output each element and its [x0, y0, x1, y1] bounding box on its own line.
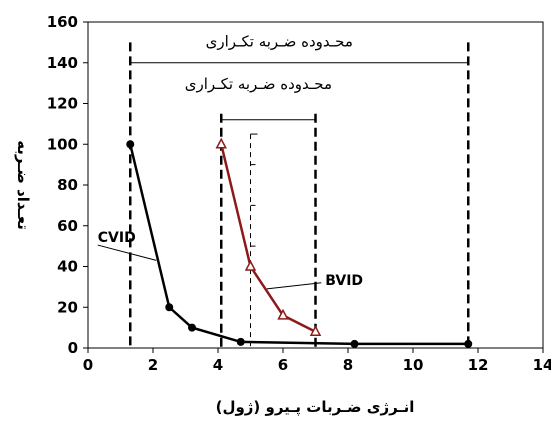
- series-line-bvid: [220, 143, 317, 333]
- y-tick-label-100: 100: [47, 135, 78, 153]
- series-label-bvid: BVID: [325, 273, 363, 289]
- cvid-callout-leader: [97, 244, 157, 261]
- series-line-cvid: [129, 143, 469, 346]
- bvid-point-0: [215, 137, 227, 149]
- x-tick-label-12: 12: [468, 356, 489, 374]
- x-tick-label-8: 8: [343, 356, 353, 374]
- x-axis-title: انـرژی ضـربات پـیرو (ژول): [216, 398, 415, 417]
- x-tick-label-0: 0: [83, 356, 93, 374]
- y-axis-title: تعـداد ضـربه: [14, 140, 32, 230]
- annotation-label-wide-range: محـدوده ضـربه تکـراری: [206, 32, 353, 50]
- cvid-point-4: [350, 339, 359, 348]
- cvid-point-5: [464, 339, 473, 348]
- y-tick-label-20: 20: [57, 298, 78, 316]
- annotation-label-narrow-range: محـدوده ضـربه تکـراری: [185, 75, 332, 93]
- y-tick-label-80: 80: [57, 176, 78, 194]
- y-tick-label-40: 40: [57, 258, 78, 276]
- cvid-point-2: [188, 323, 196, 332]
- x-tick-label-4: 4: [213, 356, 223, 374]
- x-tick-label-14: 14: [533, 356, 551, 374]
- y-tick-label-160: 160: [47, 13, 78, 31]
- cvid-point-1: [165, 303, 174, 312]
- cvid-point-3: [236, 337, 245, 346]
- series-label-cvid: CVID: [98, 230, 136, 246]
- x-tick-label-6: 6: [278, 356, 288, 374]
- x-tick-label-2: 2: [148, 356, 158, 374]
- y-tick-label-140: 140: [47, 54, 78, 72]
- bvid-point-2: [277, 308, 289, 320]
- bvid-callout-leader: [266, 282, 322, 290]
- y-tick-label-60: 60: [57, 217, 78, 235]
- y-tick-label-120: 120: [47, 95, 78, 113]
- cvid-point-0: [126, 140, 135, 149]
- y-tick-label-0: 0: [68, 339, 78, 357]
- bvid-point-1: [244, 259, 257, 271]
- x-tick-label-10: 10: [403, 356, 424, 374]
- bvid-point-3: [309, 325, 322, 336]
